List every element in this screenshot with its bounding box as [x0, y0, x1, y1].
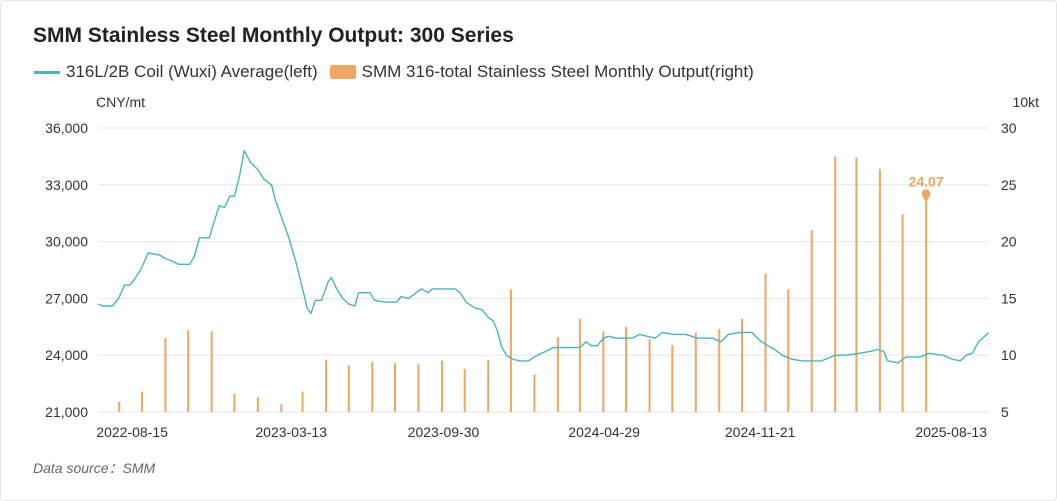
data-source: Data source：SMM: [33, 460, 156, 476]
bar: [741, 318, 744, 412]
bar: [533, 374, 536, 412]
bar: [925, 195, 928, 412]
highlight-value-label: 24.07: [909, 173, 944, 189]
x-tick-label: 2022-08-15: [96, 424, 168, 440]
bar: [787, 289, 790, 412]
x-tick-label: 2023-03-13: [255, 424, 327, 440]
y-left-tick-label: 33,000: [45, 177, 88, 193]
y-right-tick-label: 25: [1001, 177, 1017, 193]
bar: [648, 339, 651, 412]
bar: [834, 156, 837, 412]
bar: [718, 329, 721, 412]
bar: [671, 344, 674, 412]
bar: [347, 365, 350, 412]
y-right-tick-label: 15: [1001, 290, 1017, 306]
bar: [810, 230, 813, 412]
bar: [140, 391, 143, 412]
bar: [233, 393, 236, 412]
y-left-tick-label: 24,000: [45, 347, 88, 363]
legend-line-swatch: [34, 70, 60, 74]
bar: [440, 360, 443, 412]
chart-legend: 316L/2B Coil (Wuxi) Average(left) SMM 31…: [34, 62, 766, 82]
y-right-tick-label: 5: [1001, 404, 1009, 420]
legend-bar-label: SMM 316-total Stainless Steel Monthly Ou…: [361, 62, 754, 81]
bar: [256, 397, 259, 412]
left-axis-unit: CNY/mt: [96, 94, 145, 110]
y-right-tick-label: 10: [1001, 347, 1017, 363]
y-left-tick-label: 21,000: [45, 404, 88, 420]
chart-title: SMM Stainless Steel Monthly Output: 300 …: [33, 24, 514, 47]
y-right-tick-label: 30: [1001, 120, 1017, 136]
y-left-tick-label: 30,000: [45, 234, 88, 250]
legend-item-line[interactable]: 316L/2B Coil (Wuxi) Average(left): [34, 62, 318, 82]
bar: [509, 289, 512, 412]
bar: [210, 331, 213, 412]
right-axis-unit: 10kt: [1012, 94, 1039, 110]
legend-bar-swatch: [329, 65, 356, 79]
bar: [164, 338, 167, 412]
bar: [325, 359, 328, 412]
x-tick-label: 2024-04-29: [568, 424, 640, 440]
x-tick-label: 2024-11-21: [725, 424, 796, 440]
bar: [187, 330, 190, 412]
y-right-tick-label: 20: [1001, 234, 1017, 250]
y-left-tick-label: 27,000: [45, 290, 88, 306]
bar: [901, 214, 904, 412]
highlight-marker: [921, 189, 931, 202]
bar: [487, 359, 490, 412]
legend-item-bar[interactable]: SMM 316-total Stainless Steel Monthly Ou…: [329, 62, 754, 82]
legend-line-label: 316L/2B Coil (Wuxi) Average(left): [66, 62, 318, 81]
bar: [878, 168, 881, 412]
bar: [764, 273, 767, 412]
bar: [578, 318, 581, 412]
bar: [625, 326, 628, 412]
bar: [556, 337, 559, 412]
bar: [371, 362, 374, 412]
x-tick-label: 2023-09-30: [408, 424, 480, 440]
bar: [301, 391, 304, 412]
bar: [417, 364, 420, 412]
bar: [855, 157, 858, 412]
bar: [463, 368, 466, 412]
bar: [394, 363, 396, 412]
y-left-tick-label: 36,000: [45, 120, 88, 136]
bar: [118, 401, 121, 412]
bar: [602, 331, 605, 412]
line-series: [97, 149, 990, 364]
bar: [280, 404, 283, 412]
bar: [694, 332, 697, 412]
x-tick-label: 2025-08-13: [915, 424, 987, 440]
